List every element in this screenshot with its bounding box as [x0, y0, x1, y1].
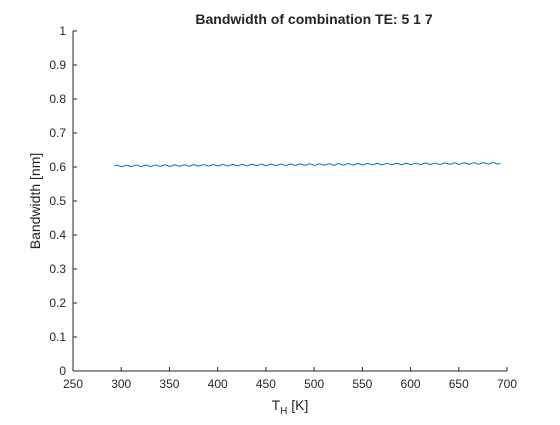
x-tick-label: 600 [401, 377, 421, 391]
chart-title: Bandwidth of combination TE: 5 1 7 [195, 11, 432, 27]
x-axis-label: TH [K] [272, 397, 309, 417]
x-axis-label-unit: [K] [287, 397, 308, 413]
bandwidth-series-line [114, 162, 501, 168]
y-tick-label: 0 [59, 364, 66, 378]
plot-area [72, 31, 507, 372]
x-axis-ticks: 250 300 350 400 450 500 550 600 650 700 [63, 367, 517, 391]
y-axis-label: Bandwidth [nm] [27, 153, 43, 250]
x-tick-label: 650 [449, 377, 469, 391]
x-tick-label: 500 [304, 377, 324, 391]
y-tick-label: 0.6 [49, 160, 66, 174]
x-tick-label: 250 [63, 377, 83, 391]
x-tick-label: 350 [159, 377, 179, 391]
y-tick-label: 0.1 [49, 330, 66, 344]
y-tick-label: 0.4 [49, 228, 66, 242]
x-tick-label: 400 [208, 377, 228, 391]
x-tick-label: 300 [111, 377, 131, 391]
x-tick-label: 450 [256, 377, 276, 391]
y-tick-label: 0.7 [49, 126, 66, 140]
series-layer [114, 162, 501, 168]
y-axis-ticks: 0 0.1 0.2 0.3 0.4 0.5 0.6 0.7 0.8 0.9 1 [49, 24, 77, 378]
y-tick-label: 0.3 [49, 262, 66, 276]
y-tick-label: 0.8 [49, 92, 66, 106]
x-tick-label: 550 [352, 377, 372, 391]
x-axis-label-main: T [272, 397, 281, 413]
x-axis-label-subscript: H [280, 406, 287, 417]
y-tick-label: 1 [59, 24, 66, 38]
axes-box [73, 31, 507, 371]
x-tick-label: 700 [497, 377, 517, 391]
y-tick-label: 0.9 [49, 58, 66, 72]
y-tick-label: 0.5 [49, 194, 66, 208]
y-tick-label: 0.2 [49, 296, 66, 310]
